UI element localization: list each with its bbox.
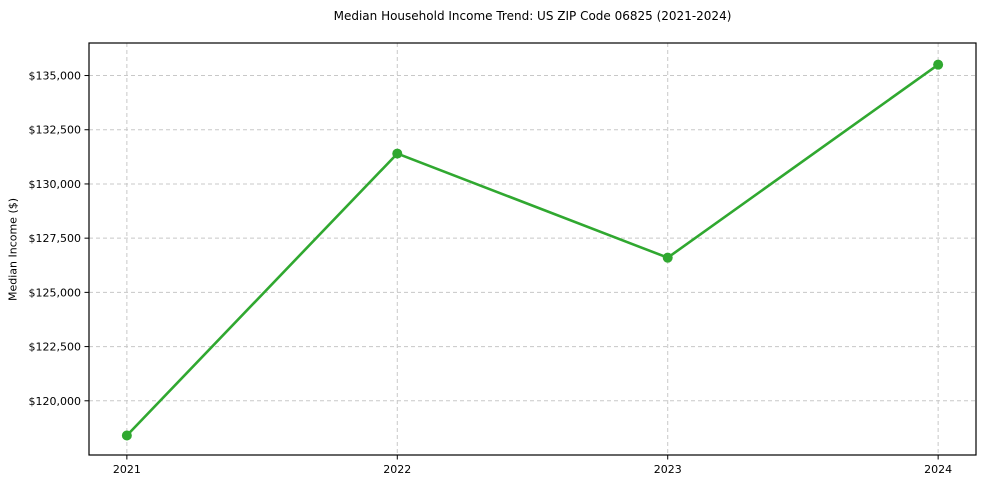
y-tick-label: $132,500 [29,124,82,137]
y-tick-label: $135,000 [29,70,82,83]
y-tick-label: $125,000 [29,286,82,299]
y-tick-label: $127,500 [29,232,82,245]
y-tick-label: $122,500 [29,341,82,354]
plot-frame [88,42,977,456]
y-tick-label: $130,000 [29,178,82,191]
data-point [933,59,944,70]
x-tick-label: 2022 [383,463,411,476]
data-point [121,430,132,441]
income-trend-line [125,63,940,437]
data-point [662,252,673,263]
data-point [392,148,403,159]
x-tick-label: 2024 [924,463,952,476]
x-tick-label: 2021 [113,463,141,476]
x-tick-label: 2023 [654,463,682,476]
chart-title: Median Household Income Trend: US ZIP Co… [333,9,732,23]
y-tick-label: $120,000 [29,395,82,408]
